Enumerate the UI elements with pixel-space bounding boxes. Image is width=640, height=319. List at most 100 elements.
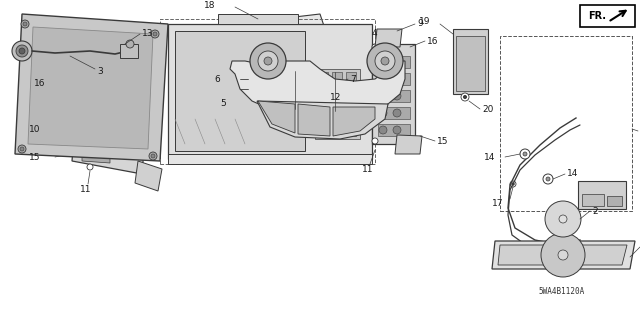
Text: 14: 14 bbox=[567, 169, 579, 179]
Polygon shape bbox=[235, 14, 330, 54]
Polygon shape bbox=[175, 31, 305, 151]
Circle shape bbox=[372, 138, 378, 144]
Circle shape bbox=[461, 93, 469, 101]
Circle shape bbox=[393, 92, 401, 100]
Bar bbox=[218, 14, 298, 24]
Circle shape bbox=[196, 72, 204, 80]
Bar bbox=[607, 196, 622, 206]
Circle shape bbox=[393, 58, 401, 66]
Circle shape bbox=[379, 92, 387, 100]
Text: 6: 6 bbox=[214, 75, 220, 84]
Text: 19: 19 bbox=[419, 18, 430, 26]
Bar bbox=[346, 72, 356, 86]
Circle shape bbox=[558, 250, 568, 260]
Circle shape bbox=[304, 90, 312, 98]
Bar bbox=[315, 119, 360, 139]
Text: 12: 12 bbox=[330, 93, 341, 101]
Polygon shape bbox=[257, 101, 388, 139]
Text: 9: 9 bbox=[417, 19, 423, 28]
Polygon shape bbox=[378, 56, 410, 68]
Circle shape bbox=[541, 233, 585, 277]
Bar bbox=[582, 194, 604, 206]
Polygon shape bbox=[15, 14, 168, 161]
Text: 8: 8 bbox=[639, 127, 640, 136]
Circle shape bbox=[20, 147, 24, 151]
Polygon shape bbox=[378, 124, 410, 136]
Circle shape bbox=[372, 44, 378, 50]
Text: 13: 13 bbox=[142, 29, 154, 39]
Circle shape bbox=[307, 93, 310, 95]
Polygon shape bbox=[395, 135, 422, 154]
Polygon shape bbox=[168, 24, 372, 159]
Polygon shape bbox=[72, 71, 100, 101]
Text: 4: 4 bbox=[372, 29, 378, 39]
Text: 7: 7 bbox=[350, 75, 356, 84]
Bar bbox=[346, 97, 356, 111]
Text: 16: 16 bbox=[33, 79, 45, 88]
Circle shape bbox=[379, 58, 387, 66]
Circle shape bbox=[153, 32, 157, 36]
Polygon shape bbox=[83, 136, 111, 149]
Text: 3: 3 bbox=[97, 68, 103, 77]
Polygon shape bbox=[245, 41, 342, 69]
Circle shape bbox=[151, 30, 159, 38]
Circle shape bbox=[379, 109, 387, 117]
Circle shape bbox=[142, 94, 148, 100]
Polygon shape bbox=[135, 161, 162, 191]
Text: 14: 14 bbox=[484, 152, 495, 161]
Circle shape bbox=[12, 41, 32, 61]
Circle shape bbox=[149, 152, 157, 160]
Polygon shape bbox=[258, 101, 295, 133]
Polygon shape bbox=[378, 90, 410, 102]
Circle shape bbox=[18, 145, 26, 153]
Circle shape bbox=[126, 40, 134, 48]
Circle shape bbox=[543, 174, 553, 184]
Circle shape bbox=[81, 88, 88, 95]
Circle shape bbox=[250, 43, 286, 79]
Circle shape bbox=[393, 109, 401, 117]
Circle shape bbox=[379, 126, 387, 134]
Circle shape bbox=[381, 57, 389, 65]
Polygon shape bbox=[298, 104, 330, 136]
Polygon shape bbox=[72, 86, 148, 174]
Text: 5WA4B1120A: 5WA4B1120A bbox=[539, 286, 585, 295]
Bar bbox=[318, 97, 328, 111]
Polygon shape bbox=[378, 107, 410, 119]
Polygon shape bbox=[375, 29, 402, 47]
Polygon shape bbox=[498, 245, 627, 265]
Bar bbox=[332, 97, 342, 111]
Bar bbox=[318, 72, 328, 86]
Bar bbox=[168, 154, 372, 164]
Circle shape bbox=[198, 75, 202, 78]
Circle shape bbox=[367, 43, 403, 79]
Circle shape bbox=[463, 95, 467, 99]
Bar bbox=[332, 122, 342, 136]
Polygon shape bbox=[86, 94, 114, 107]
Text: FR.: FR. bbox=[588, 11, 606, 21]
Text: 17: 17 bbox=[492, 198, 503, 207]
Circle shape bbox=[21, 20, 29, 28]
Circle shape bbox=[198, 102, 202, 106]
Circle shape bbox=[409, 138, 415, 144]
Text: 20: 20 bbox=[482, 105, 493, 114]
Circle shape bbox=[546, 177, 550, 181]
Polygon shape bbox=[372, 44, 415, 144]
Bar bbox=[315, 69, 360, 89]
Bar bbox=[315, 94, 360, 114]
Bar bbox=[453, 29, 488, 94]
Circle shape bbox=[393, 75, 401, 83]
Text: 18: 18 bbox=[204, 2, 215, 11]
Polygon shape bbox=[85, 108, 113, 121]
Bar bbox=[456, 36, 485, 91]
Circle shape bbox=[545, 201, 581, 237]
Polygon shape bbox=[230, 61, 405, 114]
Text: 11: 11 bbox=[362, 165, 374, 174]
Polygon shape bbox=[84, 122, 112, 135]
Bar bbox=[318, 122, 328, 136]
Polygon shape bbox=[82, 150, 110, 163]
Circle shape bbox=[379, 75, 387, 83]
Circle shape bbox=[258, 51, 278, 71]
Bar bbox=[580, 5, 635, 27]
Text: 15: 15 bbox=[29, 152, 40, 161]
Polygon shape bbox=[492, 241, 635, 269]
